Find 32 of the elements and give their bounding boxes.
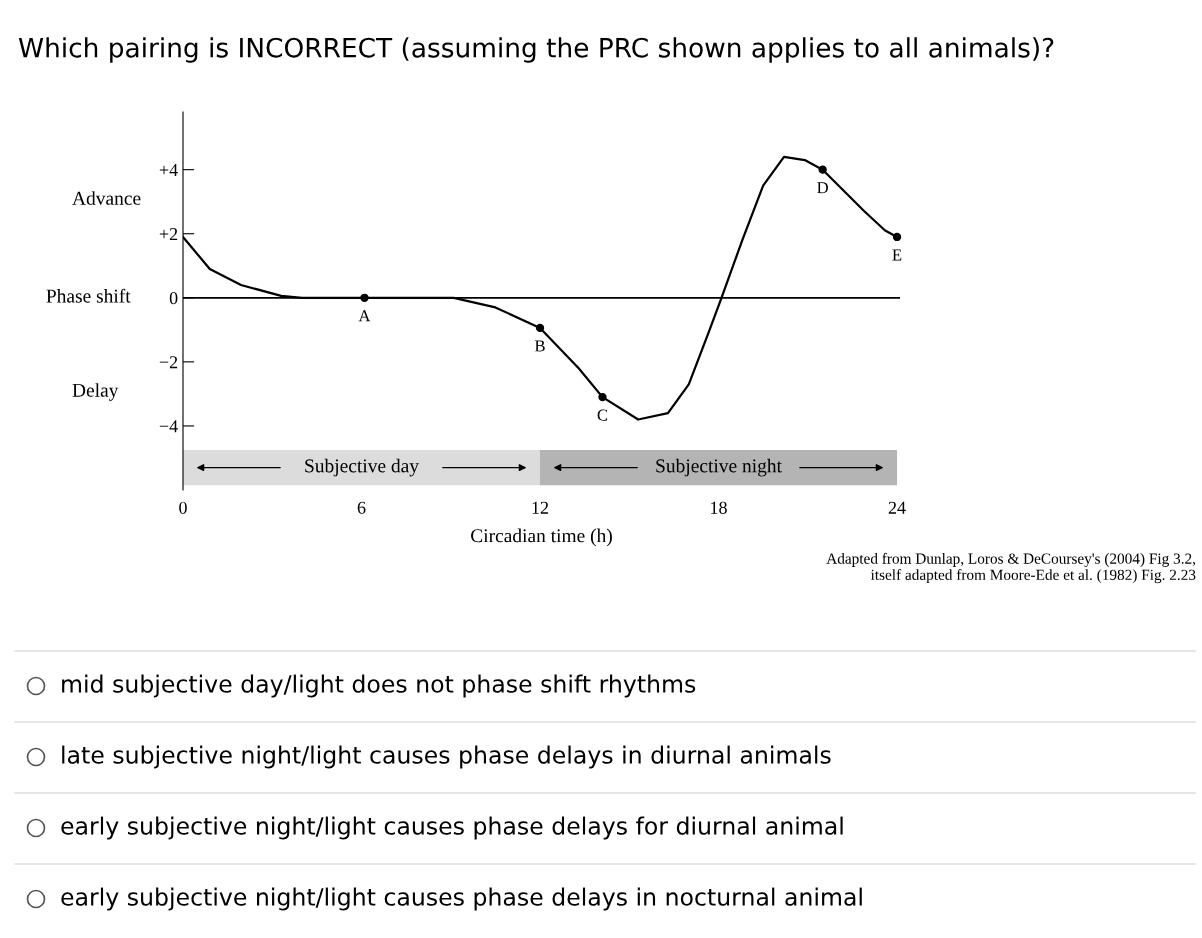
annotation: D xyxy=(817,182,828,194)
text: late subjective night/light causes phase delays in diurnal animals xyxy=(62,745,831,769)
annotation: C xyxy=(597,409,608,421)
y-tick-label: −2 xyxy=(159,356,178,369)
x-axis-title: Circadian time (h) xyxy=(471,528,612,547)
text: Delay xyxy=(72,383,119,401)
y-tick-label: +2 xyxy=(159,228,178,240)
point xyxy=(535,323,545,333)
point xyxy=(892,232,902,242)
y-tick-label: 0 xyxy=(169,292,178,305)
annotation: B xyxy=(534,340,545,352)
x-tick-label: 24 xyxy=(888,501,906,514)
chart-title: Which pairing is INCORRECT (assuming the PRC shown applies to all animals)? xyxy=(18,37,1054,63)
text: mid subjective day/light does not phase shift rhythms xyxy=(62,674,696,698)
y-axis-title: Phase shift xyxy=(46,288,131,303)
band-label: Subjective day xyxy=(305,458,419,477)
point xyxy=(818,165,827,174)
y-tick-label: −4 xyxy=(159,420,178,433)
x-tick-label: 6 xyxy=(357,501,366,514)
band-label: Subjective night xyxy=(656,458,782,477)
text: Advance xyxy=(72,191,141,205)
annotation: E xyxy=(892,249,902,261)
y-tick-label: +4 xyxy=(159,164,178,176)
text: early subjective night/light causes phase delays in nocturnal animal xyxy=(61,887,862,911)
annotation: A xyxy=(358,310,371,322)
x-tick-label: 18 xyxy=(711,501,727,514)
point xyxy=(360,293,369,302)
text: early subjective night/light causes phase delays for diurnal animal xyxy=(61,816,843,840)
text: Adapted from Dunlap, Loros & DeCoursey's (2004) Fig 3.2, itself adapted from Moore-Ede et al. (1982) Fig. 2.23 xyxy=(826,552,1196,584)
x-tick-label: 0 xyxy=(179,501,187,514)
x-tick-label: 12 xyxy=(532,501,549,514)
point xyxy=(598,392,607,402)
